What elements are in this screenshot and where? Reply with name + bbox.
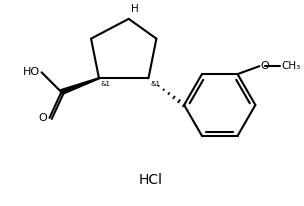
Text: HCl: HCl [138,173,162,187]
Text: &1: &1 [150,81,161,87]
Text: H: H [131,4,138,14]
Text: CH₃: CH₃ [281,61,300,71]
Text: O: O [260,61,269,71]
Polygon shape [60,78,99,94]
Text: HO: HO [22,67,40,77]
Text: O: O [39,113,47,123]
Text: &1: &1 [101,81,111,87]
